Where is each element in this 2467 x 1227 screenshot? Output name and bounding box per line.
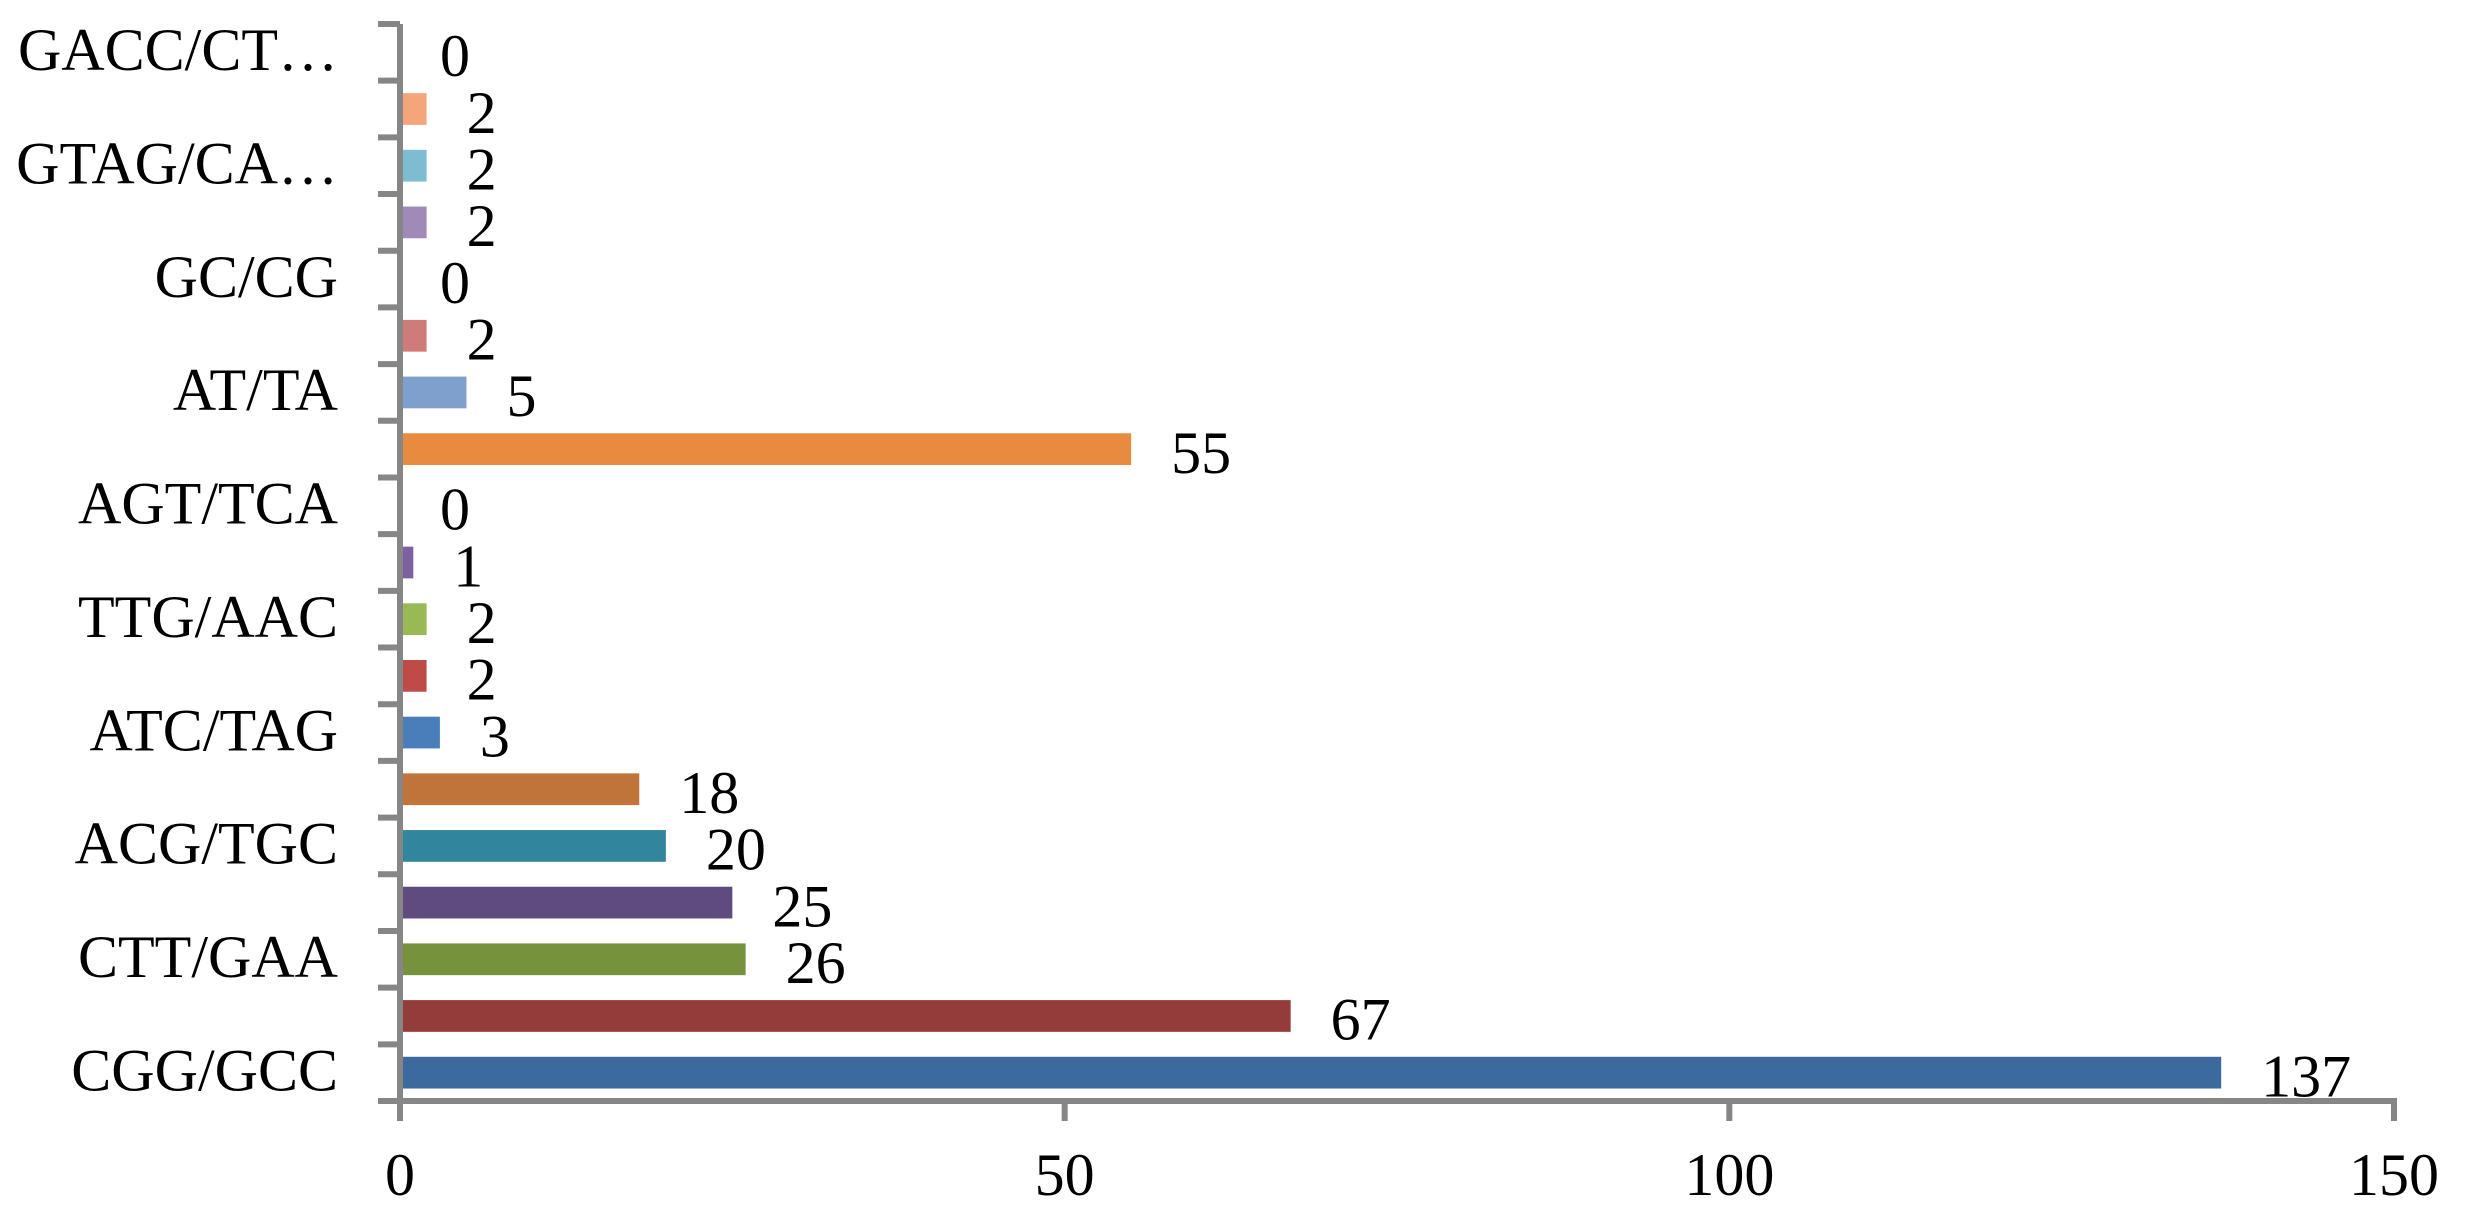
value-label: 0 bbox=[440, 477, 470, 543]
bar bbox=[400, 319, 427, 352]
y-tick-label: ACG/TGC bbox=[75, 811, 338, 877]
value-label: 2 bbox=[467, 193, 497, 259]
bar bbox=[400, 1000, 1291, 1032]
bar bbox=[400, 943, 746, 976]
value-label: 2 bbox=[467, 307, 497, 373]
bar bbox=[400, 376, 467, 409]
bar bbox=[400, 93, 427, 125]
value-label: 20 bbox=[706, 817, 766, 883]
y-tick-label: GTAG/CA… bbox=[16, 130, 338, 196]
y-tick-label: GC/CG bbox=[155, 244, 338, 310]
x-tick-label: 100 bbox=[1684, 1142, 1774, 1208]
bar bbox=[400, 149, 427, 182]
value-label: 55 bbox=[1171, 420, 1231, 486]
value-label: 2 bbox=[467, 80, 497, 146]
y-tick-label: GACC/CT… bbox=[18, 17, 338, 83]
value-label: 1 bbox=[453, 533, 483, 599]
x-tick-label: 0 bbox=[385, 1142, 415, 1208]
value-label: 67 bbox=[1331, 987, 1391, 1053]
value-label: 25 bbox=[772, 873, 832, 939]
bar bbox=[400, 659, 427, 692]
y-tick-label: CTT/GAA bbox=[78, 924, 338, 990]
bar bbox=[400, 716, 440, 749]
y-tick-label: AGT/TCA bbox=[78, 471, 338, 537]
bar bbox=[400, 1056, 2222, 1089]
bar bbox=[400, 546, 414, 579]
y-tick-label: ATC/TAG bbox=[89, 697, 338, 763]
value-label: 0 bbox=[440, 250, 470, 316]
y-tick-label: TTG/AAC bbox=[78, 584, 338, 650]
value-label: 0 bbox=[440, 23, 470, 89]
value-label: 2 bbox=[467, 647, 497, 713]
bar bbox=[400, 886, 733, 919]
bar bbox=[400, 830, 666, 862]
y-tick-label: AT/TA bbox=[173, 357, 338, 423]
x-tick-label: 50 bbox=[1035, 1142, 1095, 1208]
value-label: 26 bbox=[786, 930, 846, 996]
value-label: 5 bbox=[506, 363, 536, 429]
x-tick-label: 150 bbox=[2349, 1142, 2439, 1208]
value-label: 2 bbox=[467, 590, 497, 656]
value-label: 2 bbox=[467, 136, 497, 202]
value-label: 3 bbox=[480, 703, 510, 769]
bar bbox=[400, 773, 640, 806]
bar bbox=[400, 603, 427, 636]
bar bbox=[400, 433, 1132, 466]
bar bbox=[400, 206, 427, 239]
y-tick-label: CGG/GCC bbox=[71, 1037, 338, 1103]
value-label: 18 bbox=[679, 760, 739, 826]
